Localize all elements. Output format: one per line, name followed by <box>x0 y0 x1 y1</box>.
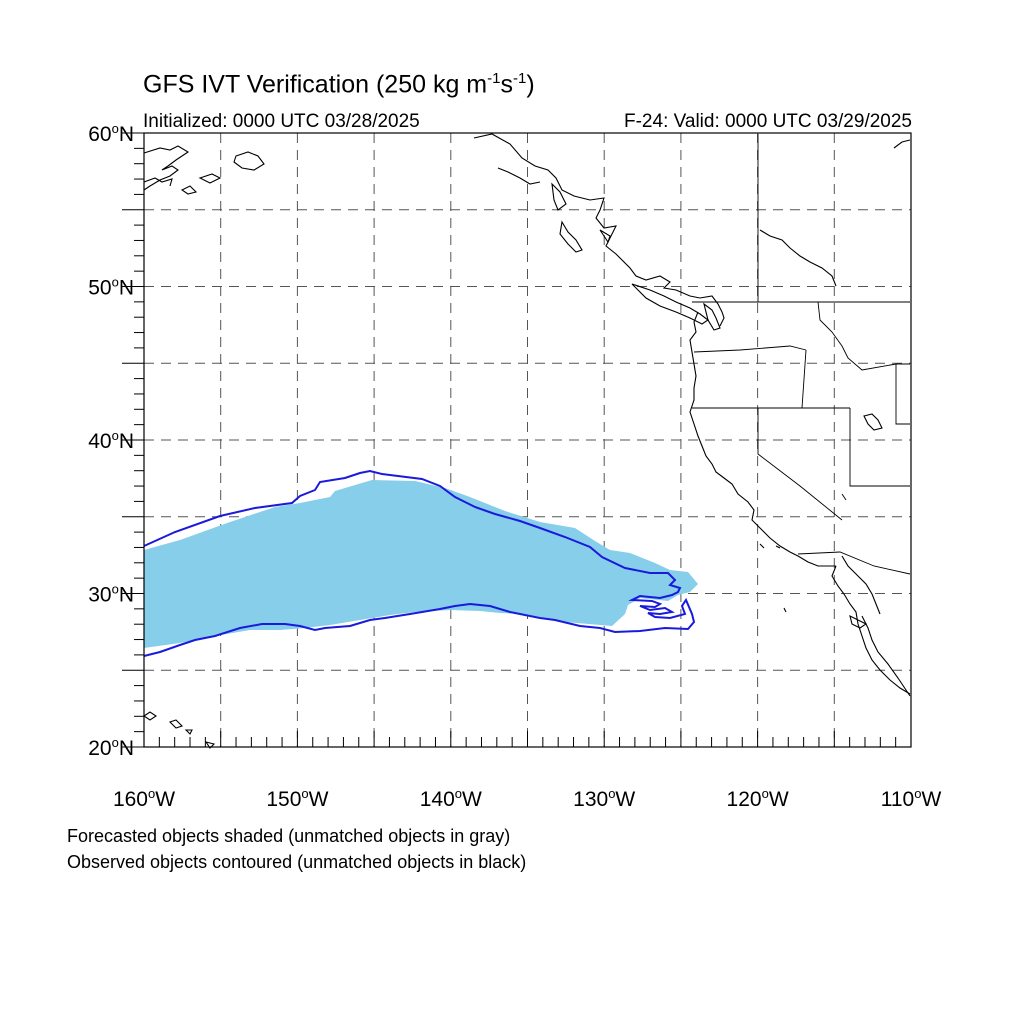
lat-label-30: 30oN <box>88 582 134 607</box>
axis-ticks <box>122 132 912 748</box>
coastlines <box>143 133 911 749</box>
lat-label-50: 50oN <box>88 275 134 300</box>
lat-label-60: 60oN <box>88 121 134 146</box>
observed-ivt-contour <box>143 469 696 657</box>
initialized-label: Initialized: 0000 UTC 03/28/2025 <box>143 111 420 132</box>
latitude-labels: 60oN 50oN 40oN 30oN 20oN <box>88 121 134 760</box>
lon-label-120: 120oW <box>727 786 789 811</box>
political-boundaries <box>692 134 911 575</box>
lat-label-20: 20oN <box>88 735 134 760</box>
lon-label-140: 140oW <box>420 786 482 811</box>
lon-label-110: 110oW <box>881 786 942 811</box>
map-grid <box>144 133 911 747</box>
observed-caption: Observed objects contoured (unmatched ob… <box>67 852 527 872</box>
chart-title: GFS IVT Verification (250 kg m-1s-1) <box>143 70 535 99</box>
valid-time-label: F-24: Valid: 0000 UTC 03/29/2025 <box>624 111 912 132</box>
lon-label-150: 150oW <box>266 786 328 811</box>
forecast-caption: Forecasted objects shaded (unmatched obj… <box>67 826 511 846</box>
lat-label-40: 40oN <box>88 428 134 453</box>
longitude-labels: 160oW 150oW 140oW 130oW 120oW 110oW <box>113 786 942 811</box>
lon-label-160: 160oW <box>113 786 175 811</box>
lon-label-130: 130oW <box>573 786 635 811</box>
forecast-ivt-object <box>144 480 698 648</box>
